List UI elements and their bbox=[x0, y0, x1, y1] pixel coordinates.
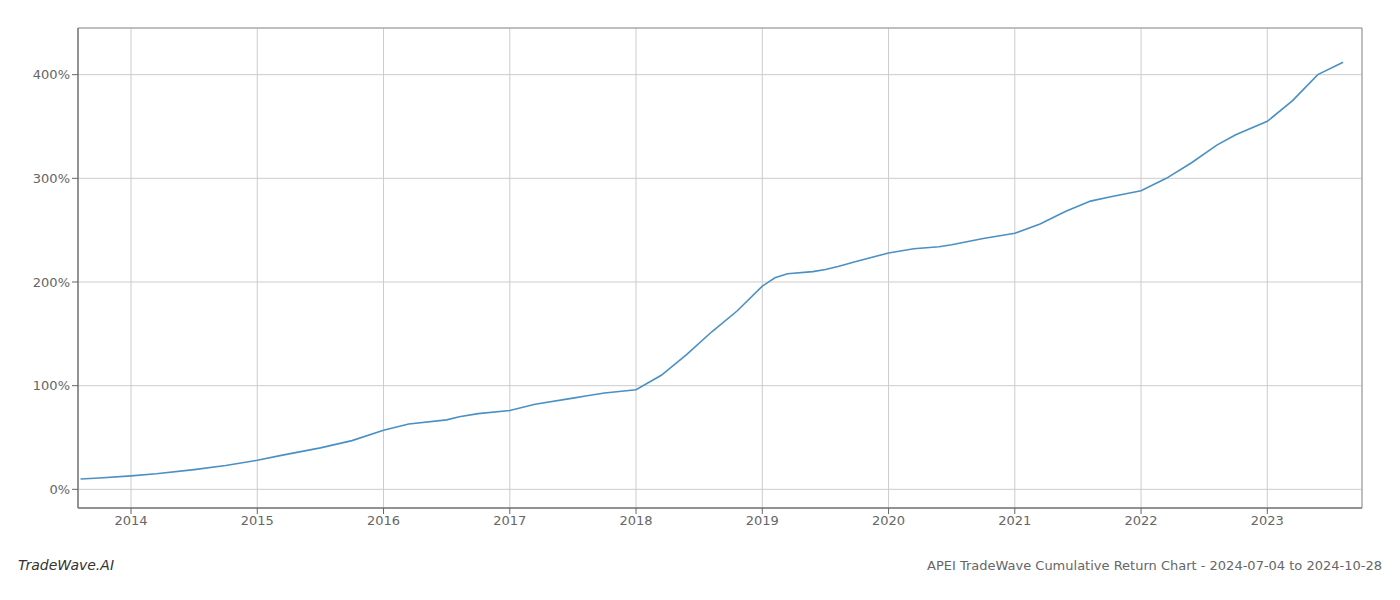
svg-text:2020: 2020 bbox=[872, 513, 905, 528]
svg-text:2018: 2018 bbox=[619, 513, 652, 528]
svg-text:200%: 200% bbox=[33, 275, 70, 290]
svg-text:0%: 0% bbox=[49, 482, 70, 497]
svg-text:2022: 2022 bbox=[1125, 513, 1158, 528]
html-text:APEI TradeWave Cumulative Retu: APEI TradeWave Cumulative Return Chart -… bbox=[927, 558, 1382, 573]
svg-text:2023: 2023 bbox=[1251, 513, 1284, 528]
svg-text:2016: 2016 bbox=[367, 513, 400, 528]
svg-text:100%: 100% bbox=[33, 378, 70, 393]
svg-text:400%: 400% bbox=[33, 67, 70, 82]
svg-text:2021: 2021 bbox=[998, 513, 1031, 528]
html-text:TradeWave.AI: TradeWave.AI bbox=[18, 557, 114, 573]
svg-text:2015: 2015 bbox=[241, 513, 274, 528]
svg-text:2017: 2017 bbox=[493, 513, 526, 528]
svg-text:300%: 300% bbox=[33, 171, 70, 186]
svg-text:2019: 2019 bbox=[746, 513, 779, 528]
svg-text:2014: 2014 bbox=[114, 513, 147, 528]
